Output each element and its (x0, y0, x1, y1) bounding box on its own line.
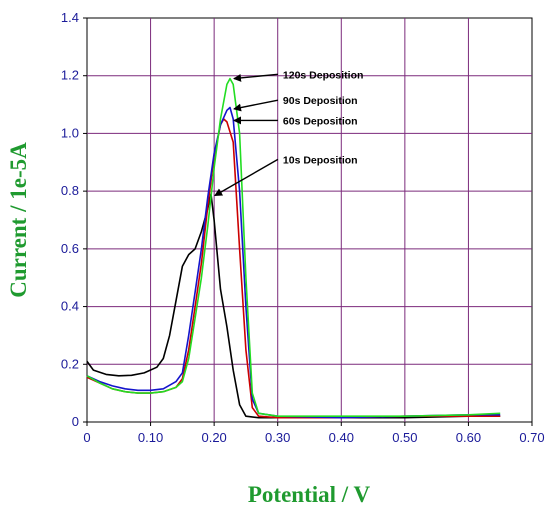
x-tick-label: 0.10 (138, 430, 163, 445)
x-tick-label: 0.60 (456, 430, 481, 445)
y-tick-label: 0 (72, 414, 79, 429)
series-line-4 (86, 77, 501, 417)
y-tick-label: 1.4 (61, 10, 79, 25)
y-tick-label: 0.6 (61, 241, 79, 256)
annotation-label: 120s Deposition (283, 69, 364, 81)
x-tick-label: 0.50 (392, 430, 417, 445)
x-axis-label: Potential / V (248, 482, 371, 507)
y-tick-label: 0.2 (61, 356, 79, 371)
x-tick-label: 0.30 (265, 430, 290, 445)
x-tick-label: 0.70 (519, 430, 544, 445)
x-axis-ticks: 0 0.10 0.20 0.30 0.40 0.50 0.60 0.70 (83, 422, 545, 445)
y-tick-label: 1.0 (61, 125, 79, 140)
x-tick-label: 0.40 (329, 430, 354, 445)
annotation-arrow (233, 73, 278, 82)
x-tick-label: 0 (83, 430, 90, 445)
annotation-label: 10s Deposition (283, 154, 358, 166)
x-tick-label: 0.20 (201, 430, 226, 445)
y-axis-label: Current / 1e-5A (6, 142, 31, 298)
plot-area (86, 17, 533, 423)
y-tick-label: 0.8 (61, 183, 79, 198)
y-tick-label: 0.4 (61, 299, 79, 314)
grid (87, 18, 532, 422)
annotation-arrow (214, 158, 279, 197)
annotation-arrow (233, 99, 279, 112)
annotation-layer: 120s Deposition 90s Deposition 60s Deposit… (214, 69, 364, 197)
series-layer (86, 77, 501, 419)
annotation-label: 90s Deposition (283, 95, 358, 107)
annotation-label: 60s Deposition (283, 115, 358, 127)
y-axis-ticks: 0 0.2 0.4 0.6 0.8 1.0 1.2 1.4 (61, 10, 87, 429)
y-tick-label: 1.2 (61, 68, 79, 83)
